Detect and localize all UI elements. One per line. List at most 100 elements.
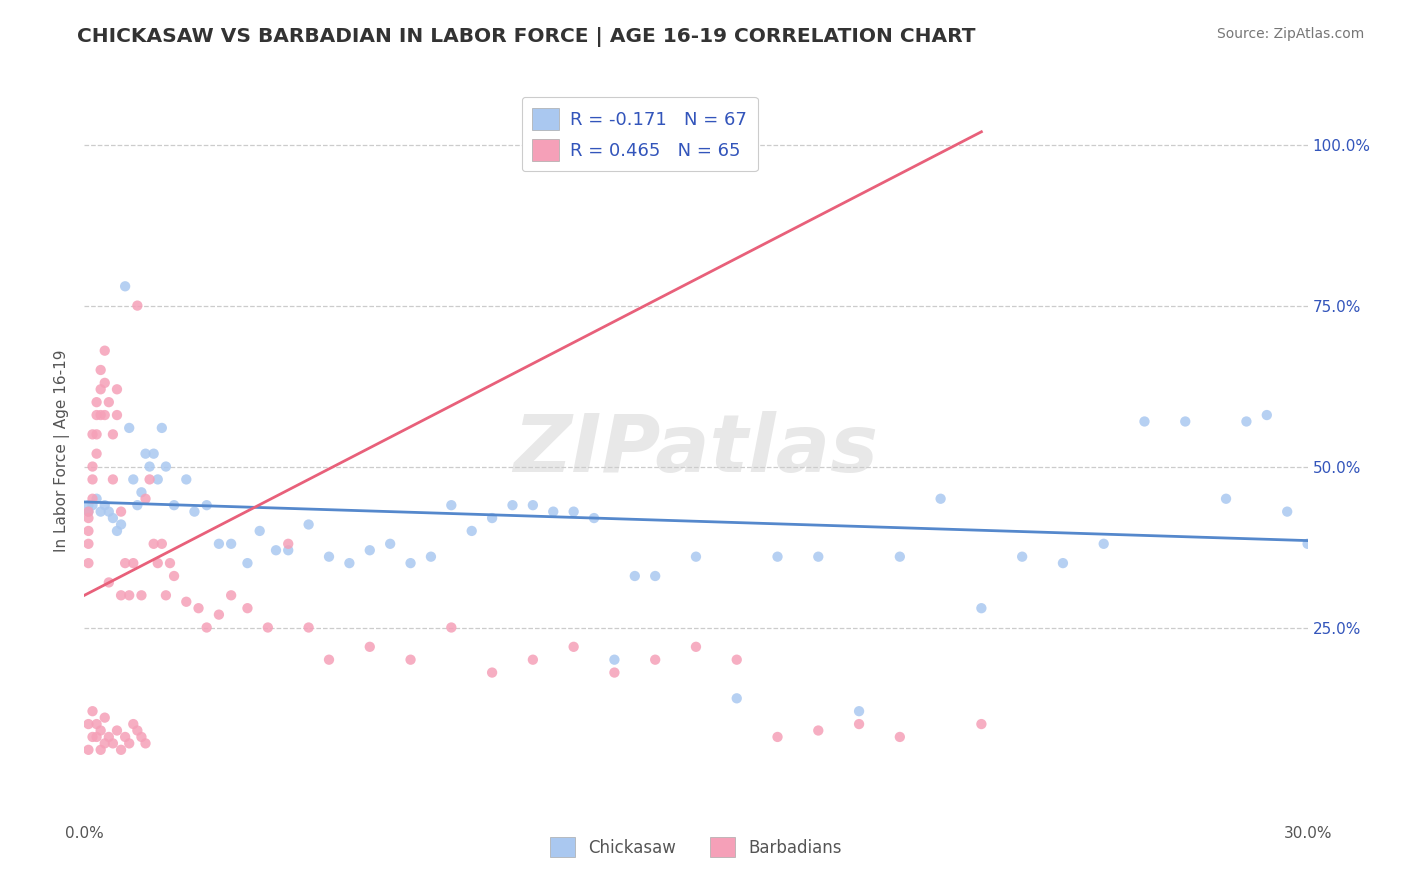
- Point: [848, 704, 870, 718]
- Point: [86, 408, 108, 422]
- Point: [142, 537, 165, 551]
- Point: [1011, 549, 1033, 564]
- Point: [77, 511, 100, 525]
- Point: [195, 620, 218, 634]
- Point: [138, 459, 160, 474]
- Point: [138, 472, 160, 486]
- Point: [359, 543, 381, 558]
- Legend: Chickasaw, Barbadians: Chickasaw, Barbadians: [544, 830, 848, 864]
- Point: [889, 730, 911, 744]
- Point: [183, 505, 205, 519]
- Point: [101, 736, 124, 750]
- Point: [150, 537, 173, 551]
- Point: [110, 588, 132, 602]
- Point: [807, 723, 830, 738]
- Point: [522, 498, 544, 512]
- Point: [114, 279, 136, 293]
- Point: [1052, 556, 1074, 570]
- Point: [725, 691, 748, 706]
- Point: [82, 498, 104, 512]
- Point: [481, 665, 503, 680]
- Point: [236, 556, 259, 570]
- Point: [420, 549, 443, 564]
- Point: [1277, 505, 1299, 519]
- Point: [685, 549, 707, 564]
- Point: [174, 472, 197, 486]
- Point: [970, 601, 993, 615]
- Point: [110, 505, 132, 519]
- Point: [77, 537, 100, 551]
- Point: [1174, 415, 1197, 429]
- Point: [90, 408, 112, 422]
- Point: [1092, 537, 1115, 551]
- Point: [603, 665, 626, 680]
- Point: [159, 556, 181, 570]
- Point: [105, 408, 128, 422]
- Point: [77, 498, 100, 512]
- Point: [257, 620, 280, 634]
- Point: [131, 485, 153, 500]
- Point: [624, 569, 647, 583]
- Point: [135, 736, 157, 750]
- Point: [219, 588, 242, 602]
- Point: [1133, 415, 1156, 429]
- Point: [146, 472, 169, 486]
- Point: [644, 653, 666, 667]
- Point: [127, 498, 149, 512]
- Point: [155, 588, 177, 602]
- Point: [93, 711, 115, 725]
- Point: [543, 505, 565, 519]
- Point: [399, 556, 422, 570]
- Point: [685, 640, 707, 654]
- Point: [135, 491, 157, 506]
- Point: [318, 653, 340, 667]
- Point: [236, 601, 259, 615]
- Point: [86, 447, 108, 461]
- Point: [208, 607, 231, 622]
- Point: [90, 723, 112, 738]
- Point: [174, 595, 197, 609]
- Point: [725, 653, 748, 667]
- Point: [90, 505, 112, 519]
- Point: [264, 543, 287, 558]
- Point: [766, 549, 789, 564]
- Point: [105, 524, 128, 538]
- Point: [127, 299, 149, 313]
- Point: [163, 498, 186, 512]
- Point: [603, 653, 626, 667]
- Point: [93, 498, 115, 512]
- Point: [86, 491, 108, 506]
- Point: [122, 717, 145, 731]
- Point: [146, 556, 169, 570]
- Point: [114, 730, 136, 744]
- Point: [1236, 415, 1258, 429]
- Point: [399, 653, 422, 667]
- Point: [77, 717, 100, 731]
- Point: [502, 498, 524, 512]
- Point: [249, 524, 271, 538]
- Point: [142, 447, 165, 461]
- Point: [889, 549, 911, 564]
- Point: [105, 382, 128, 396]
- Point: [135, 447, 157, 461]
- Point: [277, 537, 299, 551]
- Point: [562, 505, 585, 519]
- Point: [82, 472, 104, 486]
- Point: [131, 588, 153, 602]
- Point: [118, 421, 141, 435]
- Point: [1296, 537, 1319, 551]
- Point: [1215, 491, 1237, 506]
- Point: [118, 588, 141, 602]
- Point: [77, 505, 100, 519]
- Point: [122, 472, 145, 486]
- Point: [82, 427, 104, 442]
- Point: [77, 524, 100, 538]
- Point: [359, 640, 381, 654]
- Point: [93, 408, 115, 422]
- Point: [110, 743, 132, 757]
- Point: [93, 736, 115, 750]
- Point: [766, 730, 789, 744]
- Point: [118, 736, 141, 750]
- Point: [195, 498, 218, 512]
- Point: [277, 543, 299, 558]
